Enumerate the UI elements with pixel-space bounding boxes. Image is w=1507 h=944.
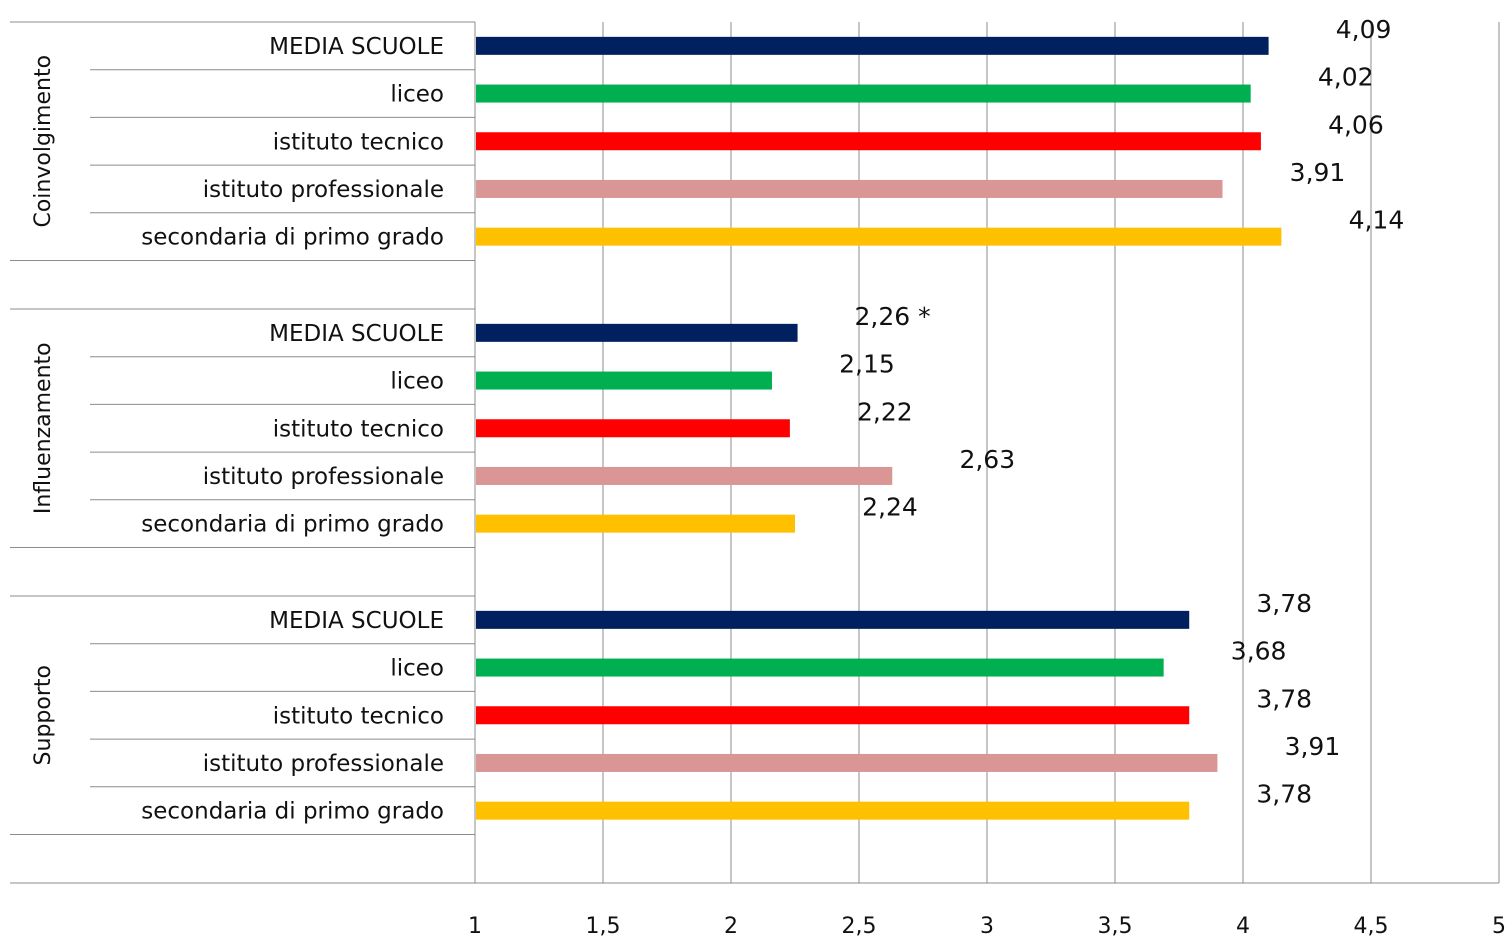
category-label: liceo [390,82,444,108]
bar [476,706,1190,725]
x-tick-label: 3,5 [1098,914,1133,939]
data-label: 4,02 [1318,63,1374,92]
data-label: 2,24 [862,493,918,522]
category-label: istituto tecnico [273,129,444,155]
category-label: MEDIA SCUOLE [269,321,444,347]
category-label: istituto tecnico [273,703,444,729]
bar [476,610,1190,629]
data-label: 3,78 [1256,684,1312,713]
bar [476,658,1164,677]
bar [476,753,1218,772]
data-label: 2,15 [839,350,895,379]
category-label: istituto professionale [203,177,444,203]
data-label: 2,63 [959,445,1015,474]
x-tick-label: 1,5 [586,914,621,939]
bar [476,514,795,533]
category-label: MEDIA SCUOLE [269,34,444,60]
data-label: 3,91 [1285,732,1341,761]
x-tick-label: 4 [1236,914,1250,939]
data-label: 2,26 * [854,302,930,331]
data-label: 4,09 [1336,15,1392,44]
data-label: 3,78 [1256,780,1312,809]
x-tick-label: 5 [1492,914,1506,939]
bar [476,227,1282,246]
group-label: Coinvolgimento [31,55,56,228]
category-label: istituto professionale [203,464,444,490]
bar [476,323,798,342]
bar [476,179,1223,198]
x-tick-label: 1 [468,914,482,939]
x-tick-label: 4,5 [1354,914,1389,939]
category-label: liceo [390,656,444,682]
data-label: 2,22 [857,397,913,426]
bar [476,84,1251,103]
category-label: istituto professionale [203,751,444,777]
data-label: 3,91 [1290,158,1346,187]
bar [476,132,1261,151]
category-label: istituto tecnico [273,416,444,442]
category-label: secondaria di primo grado [141,799,444,825]
group-label: Supporto [31,665,56,765]
category-label: secondaria di primo grado [141,512,444,538]
x-tick-label: 3 [980,914,994,939]
group-label: Influenzamento [31,342,56,514]
category-label: MEDIA SCUOLE [269,608,444,634]
data-label: 4,06 [1328,110,1384,139]
data-label: 3,68 [1231,637,1287,666]
bar [476,466,893,485]
x-tick-label: 2,5 [842,914,877,939]
x-tick-label: 2 [724,914,738,939]
data-label: 4,14 [1349,206,1405,235]
bar [476,371,772,390]
data-label: 3,78 [1256,589,1312,618]
category-label: liceo [390,369,444,395]
bar [476,801,1190,820]
category-label: secondaria di primo grado [141,225,444,251]
bar [476,36,1269,55]
bar [476,419,790,438]
